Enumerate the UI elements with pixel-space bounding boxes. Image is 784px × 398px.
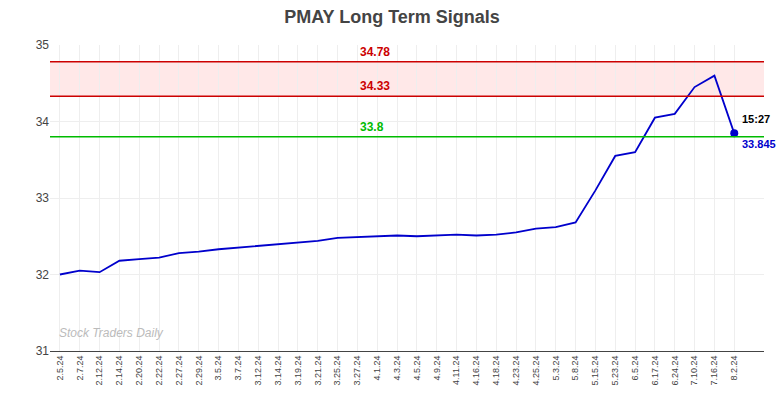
svg-text:32: 32	[36, 268, 50, 282]
svg-text:5.23.24: 5.23.24	[610, 356, 620, 386]
svg-text:4.25.24: 4.25.24	[531, 356, 541, 386]
svg-text:4.23.24: 4.23.24	[511, 356, 521, 386]
svg-text:4.3.24: 4.3.24	[392, 356, 402, 381]
svg-text:34: 34	[36, 115, 50, 129]
svg-text:3.14.24: 3.14.24	[273, 356, 283, 386]
svg-text:15:27: 15:27	[742, 113, 770, 125]
svg-text:2.20.24: 2.20.24	[134, 356, 144, 386]
svg-text:2.29.24: 2.29.24	[194, 356, 204, 386]
svg-text:33.8: 33.8	[360, 120, 384, 134]
svg-text:35: 35	[36, 38, 50, 52]
svg-text:33.845: 33.845	[742, 138, 776, 150]
svg-text:5.3.24: 5.3.24	[551, 356, 561, 381]
svg-text:2.5.24: 2.5.24	[55, 356, 65, 381]
svg-text:3.25.24: 3.25.24	[333, 356, 343, 386]
svg-text:3.19.24: 3.19.24	[293, 356, 303, 386]
svg-text:2.7.24: 2.7.24	[75, 356, 85, 381]
svg-text:6.17.24: 6.17.24	[650, 356, 660, 386]
svg-text:6.24.24: 6.24.24	[670, 356, 680, 386]
svg-text:4.11.24: 4.11.24	[452, 356, 462, 385]
svg-text:2.12.24: 2.12.24	[95, 356, 105, 386]
svg-text:4.9.24: 4.9.24	[432, 356, 442, 381]
svg-text:2.22.24: 2.22.24	[154, 356, 164, 386]
svg-text:7.16.24: 7.16.24	[709, 356, 719, 386]
svg-text:2.14.24: 2.14.24	[114, 356, 124, 386]
svg-text:31: 31	[36, 344, 50, 358]
svg-text:4.5.24: 4.5.24	[412, 356, 422, 381]
svg-text:5.15.24: 5.15.24	[590, 356, 600, 386]
svg-text:2.27.24: 2.27.24	[174, 356, 184, 386]
svg-text:Stock Traders Daily: Stock Traders Daily	[59, 326, 164, 340]
svg-text:3.27.24: 3.27.24	[352, 356, 362, 386]
svg-text:34.33: 34.33	[360, 79, 390, 93]
svg-text:3.5.24: 3.5.24	[214, 356, 224, 381]
svg-text:8.2.24: 8.2.24	[729, 356, 739, 381]
svg-text:6.5.24: 6.5.24	[630, 356, 640, 381]
svg-text:4.16.24: 4.16.24	[471, 356, 481, 386]
svg-text:PMAY Long Term Signals: PMAY Long Term Signals	[284, 7, 500, 27]
svg-text:4.1.24: 4.1.24	[372, 356, 382, 381]
svg-text:33: 33	[36, 191, 50, 205]
svg-text:34.78: 34.78	[360, 45, 390, 59]
svg-text:3.21.24: 3.21.24	[313, 356, 323, 386]
svg-text:3.12.24: 3.12.24	[253, 356, 263, 386]
svg-text:5.8.24: 5.8.24	[571, 356, 581, 381]
svg-text:7.10.24: 7.10.24	[690, 356, 700, 386]
svg-text:3.7.24: 3.7.24	[233, 356, 243, 381]
svg-text:4.18.24: 4.18.24	[491, 356, 501, 386]
